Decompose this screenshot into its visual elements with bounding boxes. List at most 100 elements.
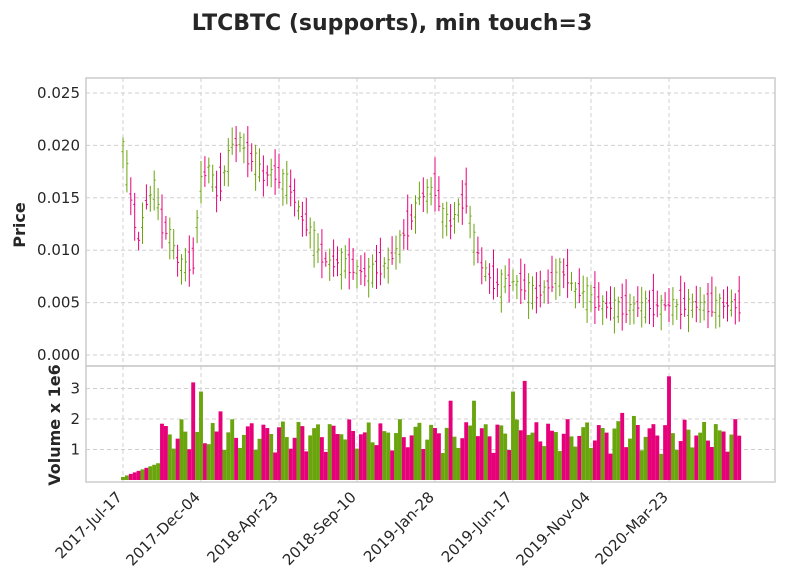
volume-bar xyxy=(717,430,722,480)
volume-bar xyxy=(550,430,554,480)
volume-bar xyxy=(682,419,687,480)
volume-bar xyxy=(616,421,621,480)
price-tick-label: 0.025 xyxy=(37,84,80,102)
volume-bar xyxy=(175,438,180,480)
volume-bar xyxy=(530,432,535,480)
volume-bar xyxy=(542,446,547,480)
volume-bar xyxy=(507,450,512,480)
volume-bar xyxy=(639,450,644,480)
volume-bar xyxy=(230,419,235,480)
volume-bar xyxy=(678,441,683,480)
volume-bar xyxy=(546,423,551,480)
x-tick-label: 2017-Dec-04 xyxy=(122,488,203,569)
price-gridlines xyxy=(86,78,775,366)
volume-bar xyxy=(514,419,519,480)
price-tick-label: 0.010 xyxy=(37,241,80,259)
volume-bar xyxy=(292,437,297,480)
volume-bar xyxy=(394,433,398,480)
volume-bar xyxy=(226,432,231,480)
volume-bar xyxy=(733,419,738,480)
volume-bar xyxy=(472,400,476,480)
volume-bar xyxy=(452,436,457,480)
volume-bar xyxy=(596,425,601,480)
volume-bar xyxy=(370,442,375,480)
price-tick-label: 0.005 xyxy=(37,294,80,312)
volume-bar xyxy=(191,382,196,480)
volume-tick-label: 1 xyxy=(70,441,80,459)
volume-bar xyxy=(144,467,149,480)
volume-bar xyxy=(121,476,125,480)
volume-bar xyxy=(319,437,324,480)
volume-bar xyxy=(534,422,539,480)
volume-bar xyxy=(569,436,574,480)
volume-bar xyxy=(218,411,223,480)
volume-bar xyxy=(210,423,215,480)
volume-bar xyxy=(347,419,352,480)
volume-bar xyxy=(195,431,200,480)
volume-bar xyxy=(448,400,453,480)
volume-y-ticks: 1 2 3 xyxy=(70,380,80,459)
x-tick-label: 2020-Mar-23 xyxy=(592,488,672,568)
volume-bar xyxy=(577,435,582,480)
volume-bar xyxy=(737,435,742,480)
volume-bar xyxy=(460,438,465,480)
volume-bar xyxy=(713,424,718,480)
volume-bar xyxy=(436,433,441,480)
volume-bar xyxy=(409,435,414,480)
volume-bar xyxy=(518,430,523,480)
volume-bar xyxy=(440,453,445,480)
volume-bar xyxy=(124,475,129,480)
volume-bar xyxy=(261,424,266,480)
volume-bar xyxy=(608,453,613,480)
volume-bar xyxy=(304,451,309,480)
volume-bar xyxy=(222,449,227,480)
volume-bar xyxy=(413,426,418,480)
volume-bar xyxy=(163,426,168,480)
volume-bar xyxy=(468,425,473,480)
volume-bar xyxy=(456,447,461,480)
volume-bar xyxy=(592,440,597,480)
volume-bar xyxy=(355,448,359,480)
price-axis-label: Price xyxy=(10,202,29,248)
volume-bar xyxy=(565,419,570,480)
volume-bar xyxy=(323,451,328,480)
volume-bar xyxy=(397,419,402,480)
volume-bar xyxy=(479,428,484,480)
volume-bar xyxy=(628,438,632,480)
volume-bar xyxy=(171,448,176,480)
volume-bar xyxy=(702,422,707,480)
volume-bar xyxy=(651,424,656,480)
volume-bar xyxy=(280,421,285,480)
volume-bar xyxy=(316,424,320,480)
volume-bar xyxy=(538,441,543,480)
x-tick-label: 2019-Jan-28 xyxy=(360,488,438,566)
price-tick-label: 0.015 xyxy=(37,189,80,207)
volume-bar xyxy=(421,448,426,480)
volume-bar xyxy=(624,447,629,480)
volume-bar xyxy=(573,446,578,480)
volume-bar xyxy=(495,424,500,480)
volume-bar xyxy=(401,437,406,480)
volume-bar xyxy=(557,451,562,480)
volume-bar xyxy=(729,434,734,480)
volume-bar xyxy=(694,435,699,480)
price-panel-frame xyxy=(85,77,776,367)
volume-bar xyxy=(148,466,153,480)
volume-bar xyxy=(511,391,515,480)
volume-bar xyxy=(706,440,710,480)
volume-bar xyxy=(234,437,239,480)
volume-bar xyxy=(277,427,281,480)
volume-bar xyxy=(483,424,488,480)
volume-bar xyxy=(417,422,422,480)
volume-bar xyxy=(643,436,648,480)
volume-bar xyxy=(331,425,336,480)
x-tick-label: 2019-Nov-04 xyxy=(513,488,594,569)
volume-bar xyxy=(167,434,172,480)
volume-bar xyxy=(128,473,133,480)
volume-bar xyxy=(296,421,301,480)
volume-bar xyxy=(655,435,660,480)
volume-bar xyxy=(160,423,164,480)
volume-bar xyxy=(635,425,640,480)
volume-bar xyxy=(358,434,363,480)
volume-bar xyxy=(253,449,258,480)
